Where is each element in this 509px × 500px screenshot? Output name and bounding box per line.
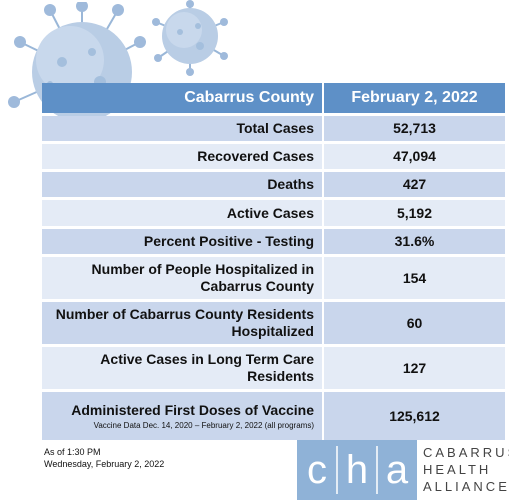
row-label: Administered First Doses of Vaccine Vacc… (42, 392, 324, 440)
row-value: 60 (324, 302, 505, 344)
row-value: 47,094 (324, 144, 505, 169)
logo-line-3: ALLIANCE (423, 479, 509, 494)
row-label: Active Cases (42, 200, 324, 226)
row-value: 125,612 (324, 392, 505, 440)
logo-wordmark: CABARRUS HEALTH ALLIANCE (423, 444, 509, 495)
logo-dividers (336, 446, 378, 494)
virus-illustration-right (152, 0, 228, 76)
table-row-people-hospitalized: Number of People Hospitalized in Cabarru… (42, 257, 505, 299)
table-header-row: Cabarrus County February 2, 2022 (42, 83, 505, 113)
logo-letter-a: a (385, 448, 409, 492)
table-row-deaths: Deaths 427 (42, 172, 505, 197)
cabarrus-health-alliance-logo: c h a CABARRUS HEALTH ALLIANCE (297, 440, 509, 500)
row-label: Recovered Cases (42, 144, 324, 169)
logo-line-1: CABARRUS (423, 445, 509, 460)
row-label: Deaths (42, 172, 324, 197)
row-label: Total Cases (42, 116, 324, 141)
row-value: 31.6% (324, 229, 505, 254)
table-row-long-term-care: Active Cases in Long Term Care Residents… (42, 347, 505, 389)
row-label: Number of People Hospitalized in Cabarru… (42, 257, 324, 299)
table-row-percent-positive: Percent Positive - Testing 31.6% (42, 229, 505, 254)
logo-line-2: HEALTH (423, 462, 492, 477)
table-row-first-doses: Administered First Doses of Vaccine Vacc… (42, 392, 505, 440)
date-header: February 2, 2022 (324, 83, 505, 113)
row-label: Percent Positive - Testing (42, 229, 324, 254)
as-of-timestamp: As of 1:30 PM Wednesday, February 2, 202… (44, 446, 164, 470)
logo-letter-h: h (345, 448, 369, 492)
as-of-date: Wednesday, February 2, 2022 (44, 459, 165, 469)
vaccine-data-note: Vaccine Data Dec. 14, 2020 – February 2,… (93, 420, 314, 430)
row-value: 52,713 (324, 116, 505, 141)
logo-letter-c: c (307, 448, 327, 492)
row-label-text: Administered First Doses of Vaccine (71, 401, 314, 418)
county-header: Cabarrus County (42, 83, 324, 113)
row-value: 427 (324, 172, 505, 197)
table-row-active-cases: Active Cases 5,192 (42, 200, 505, 226)
as-of-time: As of 1:30 PM (44, 447, 101, 457)
row-value: 127 (324, 347, 505, 389)
table-row-recovered-cases: Recovered Cases 47,094 (42, 144, 505, 169)
row-value: 154 (324, 257, 505, 299)
table-row-total-cases: Total Cases 52,713 (42, 116, 505, 141)
row-label: Active Cases in Long Term Care Residents (42, 347, 324, 389)
logo-box: c h a (297, 440, 417, 500)
row-label: Number of Cabarrus County Residents Hosp… (42, 302, 324, 344)
covid-stats-table: Cabarrus County February 2, 2022 Total C… (42, 80, 505, 443)
row-value: 5,192 (324, 200, 505, 226)
table-row-residents-hospitalized: Number of Cabarrus County Residents Hosp… (42, 302, 505, 344)
